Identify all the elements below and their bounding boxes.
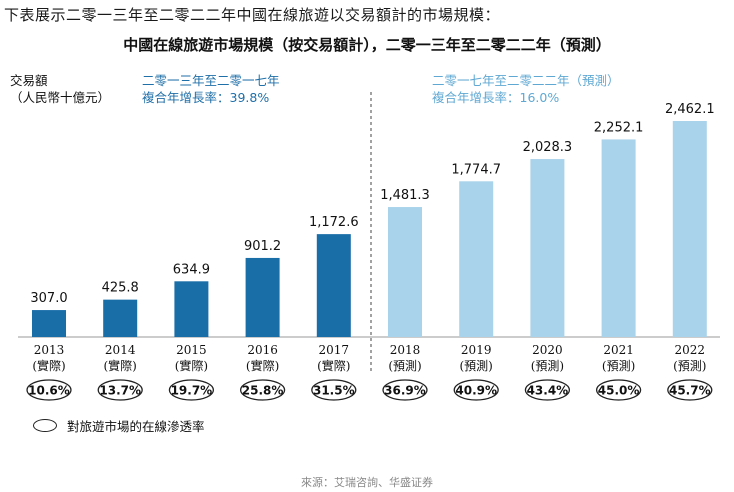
penetration-ellipse-2016 — [239, 379, 286, 401]
y-axis-unit: （人民幣十億元） — [10, 90, 111, 105]
category-status-2014: (實際) — [104, 358, 137, 373]
category-label-2017: 2017 — [319, 343, 350, 357]
category-status-2021: (預測) — [602, 359, 635, 373]
bar-2014 — [103, 299, 138, 337]
category-status-2022: (預測) — [673, 359, 706, 373]
category-label-2018: 2018 — [390, 343, 421, 357]
value-label-2020: 2,028.3 — [523, 140, 573, 155]
category-status-2019: (預測) — [460, 359, 493, 373]
penetration-label-2021: 45.0% — [598, 384, 640, 398]
y-axis-label: 交易額 — [10, 73, 48, 88]
penetration-label-2020: 43.4% — [527, 384, 569, 398]
legend-ellipse-icon — [33, 419, 57, 432]
intro-text: 下表展示二零一三年至二零二二年中國在線旅遊以交易額計的市場規模： — [4, 6, 501, 24]
penetration-ellipse-2018 — [382, 379, 428, 401]
penetration-label-2016: 25.8% — [242, 384, 284, 398]
bar-2020 — [530, 159, 565, 337]
category-label-2019: 2019 — [461, 343, 492, 357]
category-status-2013: (實際) — [32, 358, 65, 373]
category-label-2015: 2015 — [176, 343, 207, 357]
category-label-2021: 2021 — [603, 343, 634, 357]
category-status-2017: (實際) — [317, 358, 350, 373]
penetration-label-2018: 36.9% — [384, 384, 426, 398]
value-label-2019: 1,774.7 — [451, 162, 501, 177]
bar-2015 — [174, 281, 209, 337]
penetration-ellipse-2019 — [453, 379, 499, 401]
penetration-ellipse-2020 — [524, 379, 571, 401]
value-label-2017: 1,172.6 — [309, 215, 359, 230]
penetration-ellipse-2017 — [311, 379, 357, 401]
actual-period-cagr: 複合年增長率：39.8% — [142, 90, 270, 105]
actual-period-label: 二零一三年至二零一七年 — [142, 73, 280, 88]
source-note: 來源：艾瑞咨詢、华盛证券 — [301, 476, 433, 489]
bar-2013 — [32, 310, 66, 337]
penetration-label-2013: 10.6% — [28, 384, 70, 398]
penetration-ellipse-2013 — [26, 379, 72, 401]
value-label-2016: 901.2 — [244, 239, 281, 254]
penetration-ellipse-2021 — [595, 379, 642, 401]
value-label-2013: 307.0 — [30, 291, 67, 306]
penetration-ellipse-2014 — [97, 379, 143, 401]
penetration-ellipse-2022 — [667, 379, 713, 401]
category-label-2014: 2014 — [105, 343, 136, 357]
legend: 對旅遊市場的在線滲透率 — [33, 416, 205, 435]
bar-2022 — [672, 121, 707, 337]
penetration-label-2017: 31.5% — [313, 384, 355, 398]
category-label-2020: 2020 — [532, 343, 563, 357]
bar-2017 — [316, 234, 351, 337]
penetration-ellipse-2015 — [168, 379, 215, 401]
chart-title: 中國在線旅遊市場規模（按交易額計），二零一三年至二零二二年（預測） — [123, 36, 611, 54]
bar-2021 — [601, 139, 636, 337]
penetration-label-2019: 40.9% — [455, 384, 497, 398]
forecast-period-cagr: 複合年增長率：16.0% — [432, 90, 560, 105]
penetration-label-2014: 13.7% — [99, 384, 141, 398]
value-label-2021: 2,252.1 — [594, 120, 644, 135]
bar-2019 — [459, 181, 494, 337]
category-status-2018: (預測) — [388, 359, 421, 373]
value-label-2018: 1,481.3 — [380, 188, 430, 203]
category-status-2020: (預測) — [531, 359, 564, 373]
category-label-2022: 2022 — [675, 343, 706, 357]
penetration-label-2015: 19.7% — [171, 384, 213, 398]
category-status-2016: (實際) — [246, 358, 279, 373]
forecast-period-label: 二零一七年至二零二二年（預測） — [432, 73, 620, 88]
category-label-2016: 2016 — [247, 343, 278, 357]
bar-2016 — [245, 257, 280, 337]
value-label-2022: 2,462.1 — [665, 102, 715, 117]
category-label-2013: 2013 — [34, 343, 65, 357]
category-status-2015: (實際) — [175, 358, 208, 373]
penetration-label-2022: 45.7% — [669, 384, 711, 398]
bar-2018 — [388, 207, 422, 337]
value-label-2015: 634.9 — [173, 262, 210, 277]
value-label-2014: 425.8 — [102, 281, 139, 296]
legend-label: 對旅遊市場的在線滲透率 — [67, 419, 205, 434]
